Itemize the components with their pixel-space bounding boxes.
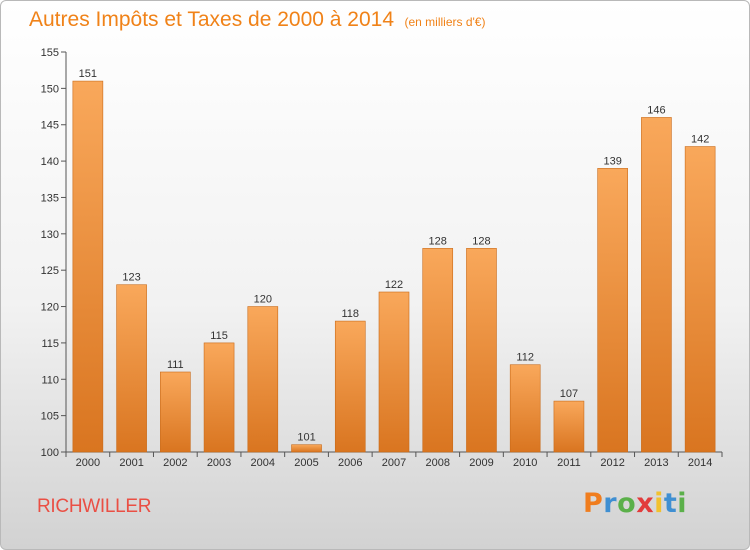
y-tick-label-105: 105 (41, 411, 59, 423)
x-tick-label-2010: 2010 (513, 457, 537, 469)
x-tick-label-2009: 2009 (469, 457, 493, 469)
logo-letter: x (636, 488, 655, 519)
value-label-2010: 112 (516, 352, 534, 364)
value-label-2008: 128 (429, 235, 447, 247)
bar-2011 (553, 400, 585, 453)
logo-letter: i (677, 488, 688, 519)
value-label-2014: 142 (691, 134, 709, 146)
chart-subtitle: (en milliers d'€) (404, 15, 486, 29)
x-tick-label-2005: 2005 (294, 457, 318, 469)
bar-2003 (203, 342, 235, 453)
commune-name: RICHWILLER (37, 496, 152, 517)
x-tick-label-2003: 2003 (207, 457, 231, 469)
bar-2012 (597, 168, 628, 453)
y-tick-label-110: 110 (41, 374, 59, 386)
value-label-2012: 139 (603, 155, 621, 167)
value-label-2004: 120 (254, 294, 272, 306)
x-tick-label-2000: 2000 (76, 457, 100, 469)
y-tick-label-125: 125 (41, 265, 59, 277)
y-tick-label-145: 145 (41, 120, 59, 132)
value-label-2002: 111 (167, 359, 184, 371)
logo-letter: r (603, 488, 618, 519)
logo-letter: P (583, 488, 604, 519)
bar-2010 (509, 364, 541, 453)
x-tick-label-2006: 2006 (338, 457, 362, 469)
y-tick-label-140: 140 (41, 156, 59, 168)
value-label-2000: 151 (79, 68, 97, 80)
x-tick-label-2011: 2011 (557, 457, 581, 469)
value-label-2005: 101 (297, 432, 315, 444)
y-tick-label-130: 130 (41, 229, 59, 241)
bar-2001 (116, 284, 147, 453)
y-tick-label-100: 100 (41, 447, 59, 459)
bar-2000 (72, 80, 104, 453)
bar-2009 (466, 248, 497, 453)
bar-2004 (247, 306, 279, 453)
value-label-2003: 115 (210, 330, 228, 342)
value-label-2001: 123 (122, 272, 140, 284)
y-tick-label-155: 155 (41, 47, 59, 59)
value-label-2011: 107 (560, 388, 578, 400)
bar-2005 (291, 444, 322, 453)
logo-letter: t (663, 488, 678, 519)
x-tick-label-2012: 2012 (600, 457, 624, 469)
value-label-2007: 122 (385, 279, 403, 291)
bar-2006 (334, 320, 366, 453)
bar-2007 (378, 291, 410, 453)
x-tick-label-2001: 2001 (119, 457, 143, 469)
value-label-2009: 128 (472, 235, 490, 247)
y-tick-label-120: 120 (41, 302, 59, 314)
bar-2014 (684, 146, 716, 453)
bar-2008 (422, 248, 454, 453)
bar-2013 (641, 117, 672, 453)
y-tick-label-115: 115 (41, 338, 59, 350)
chart-title: Autres Impôts et Taxes de 2000 à 2014 (29, 8, 395, 31)
x-tick-label-2002: 2002 (163, 457, 187, 469)
logo-letter: o (617, 488, 637, 519)
x-tick-label-2013: 2013 (644, 457, 668, 469)
value-label-2013: 146 (647, 104, 665, 116)
x-tick-label-2007: 2007 (382, 457, 406, 469)
x-tick-label-2014: 2014 (688, 457, 712, 469)
x-tick-label-2004: 2004 (251, 457, 275, 469)
bar-2002 (160, 371, 191, 453)
logo-letter: i (654, 488, 664, 519)
proxiti-logo[interactable]: Proxiti (583, 488, 687, 519)
y-tick-label-135: 135 (41, 192, 59, 204)
x-tick-label-2008: 2008 (425, 457, 449, 469)
value-label-2006: 118 (341, 308, 359, 320)
chart-title-row: Autres Impôts et Taxes de 2000 à 2014 (e… (29, 8, 485, 32)
y-tick-label-150: 150 (41, 83, 59, 95)
